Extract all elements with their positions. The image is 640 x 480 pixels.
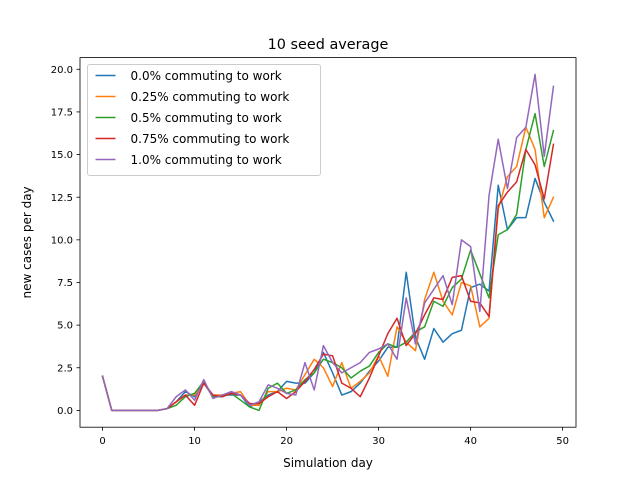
chart-title: 10 seed average — [268, 37, 389, 53]
x-tick-label: 30 — [372, 436, 385, 447]
y-tick-label: 7.5 — [57, 278, 73, 289]
x-tick-label: 0 — [99, 436, 105, 447]
series-line-3 — [101, 143, 555, 412]
y-tick-label: 17.5 — [51, 108, 73, 119]
y-tick-label: 15.0 — [51, 150, 73, 161]
y-tick-label: 12.5 — [51, 193, 73, 204]
x-tick-label: 20 — [280, 436, 293, 447]
y-tick-label: 0.0 — [57, 406, 73, 417]
legend-label: 0.5% commuting to work — [131, 111, 282, 125]
legend-label: 0.25% commuting to work — [131, 90, 290, 104]
y-tick-label: 10.0 — [51, 235, 73, 246]
plot-frame — [79, 57, 577, 428]
legend-box — [87, 64, 321, 176]
legend-label: 1.0% commuting to work — [131, 153, 282, 167]
y-axis-ticks: 0.0 2.5 5.0 7.5 10.0 12.5 15.0 17.5 20.0 — [51, 65, 80, 417]
x-tick-label: 40 — [464, 436, 477, 447]
y-tick-label: 2.5 — [57, 363, 73, 374]
series-line-2 — [101, 112, 555, 412]
x-tick-label: 10 — [188, 436, 201, 447]
series-line-4 — [101, 73, 555, 412]
x-axis-label: Simulation day — [283, 456, 373, 470]
y-tick-label: 5.0 — [57, 321, 73, 332]
x-tick-label: 50 — [556, 436, 569, 447]
legend-label: 0.75% commuting to work — [131, 132, 290, 146]
legend-label: 0.0% commuting to work — [131, 69, 282, 83]
y-tick-label: 20.0 — [51, 65, 73, 76]
legend: 0.0% commuting to work 0.25% commuting to… — [87, 64, 321, 176]
y-axis-label: new cases per day — [20, 186, 34, 298]
x-axis-ticks: 0 10 20 30 40 50 — [99, 427, 569, 447]
series-layer — [101, 73, 555, 412]
